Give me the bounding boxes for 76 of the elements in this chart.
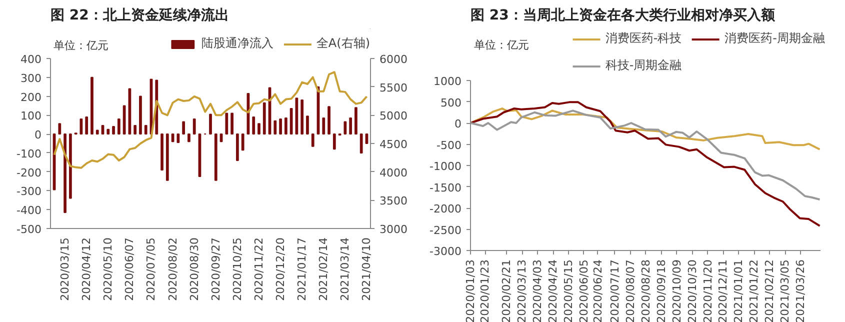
x-tick-label: 2021/01/22: [748, 259, 761, 322]
x-tick-label: 2020/07/17: [608, 259, 622, 322]
y2-tick-label: 5500: [380, 81, 408, 94]
y2-tick-label: 3500: [380, 194, 408, 208]
y-tick-label: 500: [440, 96, 462, 110]
x-tick-label: 2020/03/15: [58, 237, 72, 301]
y-tick-label: -1000: [430, 160, 462, 173]
x-tick-label: 2020/08/30: [188, 237, 201, 301]
x-tick-label: 2021/03/26: [794, 259, 808, 322]
y-tick-label: 0: [34, 128, 42, 142]
x-tick-label: 2020/01/23: [478, 259, 492, 322]
y-tick-label: -1500: [430, 181, 462, 194]
x-tick-label: 2020/04/03: [531, 259, 544, 322]
x-tick-label: 2021/02/12: [763, 259, 776, 322]
y2-tick-label: 3000: [380, 223, 408, 236]
y-tick-label: 300: [20, 72, 42, 85]
legend-label: 消费医药-科技: [605, 30, 682, 47]
legend-label: 全A(右轴): [316, 35, 370, 52]
x-tick-label: 2020/12/11: [716, 259, 730, 322]
x-tick-label: 2020/06/05: [577, 259, 590, 322]
y2-tick-label: 5000: [380, 110, 408, 123]
x-tick-label: 2020/05/10: [102, 237, 115, 301]
y2-tick-label: 6000: [380, 53, 408, 66]
x-tick-label: 2021/02/14: [317, 237, 330, 301]
x-tick-label: 2020/09/18: [654, 259, 668, 322]
x-tick-label: 2020/06/24: [591, 259, 604, 322]
y-tick-label: 100: [20, 110, 42, 123]
y-tick-label: -2000: [430, 202, 462, 216]
y-tick-label: -100: [16, 147, 42, 160]
x-tick-label: 2020/11/22: [252, 237, 266, 301]
x-tick-label: 2020/08/07: [624, 259, 637, 322]
y-tick-label: -3000: [430, 245, 462, 258]
chart-title: 图 23：当周北上资金在各大类行业相对净买入额: [470, 6, 776, 24]
x-tick-label: 2020/09/27: [209, 237, 222, 301]
x-tick-label: 2021/01/17: [296, 237, 309, 301]
chart-title: 图 22：北上资金延续净流出: [50, 6, 229, 24]
line-series: [470, 108, 820, 150]
y-tick-label: 1000: [434, 75, 462, 88]
x-tick-label: 2020/11/20: [701, 259, 714, 322]
y2-tick-label: 4000: [380, 166, 408, 180]
legend-label: 陆股通净流入: [201, 35, 274, 52]
x-tick-label: 2020/03/13: [516, 259, 529, 322]
x-tick-label: 2020/04/12: [80, 237, 94, 301]
x-tick-label: 2020/07/05: [144, 237, 158, 301]
y2-tick-label: 4500: [380, 138, 408, 151]
x-tick-label: 2021/01/01: [732, 259, 746, 322]
x-tick-label: 2020/06/07: [123, 237, 136, 301]
y-tick-label: -500: [16, 223, 42, 236]
line-series: [53, 71, 368, 169]
x-tick-label: 2020/04/24: [546, 259, 560, 322]
x-tick-label: 2021/03/05: [778, 259, 792, 322]
y-tick-label: 0: [454, 118, 462, 130]
y-tick-label: -2500: [430, 224, 462, 237]
x-tick-label: 2020/08/02: [166, 237, 180, 301]
y-axis-title: 单位：亿元: [54, 39, 109, 52]
x-tick-label: 2021/03/14: [338, 237, 352, 301]
x-tick-label: 2020/01/03: [464, 259, 477, 322]
y-tick-label: 400: [20, 53, 42, 66]
x-tick-label: 2020/10/25: [230, 237, 244, 301]
x-tick-label: 2020/08/28: [639, 259, 652, 322]
legend-label: 科技-周期金融: [605, 57, 682, 74]
y-tick-label: -200: [16, 166, 42, 180]
x-tick-label: 2020/10/30: [686, 259, 699, 322]
x-tick-label: 2020/12/20: [274, 237, 288, 301]
x-tick-label: 2020/05/15: [562, 259, 575, 322]
y-axis-title: 单位：亿元: [474, 38, 530, 52]
y-tick-label: -300: [16, 185, 42, 198]
y-tick-label: -400: [16, 204, 42, 218]
x-tick-label: 2020/10/09: [670, 259, 684, 322]
x-tick-label: 2020/02/21: [500, 259, 514, 322]
y-tick-label: 200: [20, 90, 42, 104]
line-series: [470, 101, 820, 227]
legend-label: 消费医药-周期金融: [724, 30, 825, 47]
line-series: [470, 110, 820, 200]
y-tick-label: -500: [436, 138, 462, 152]
x-tick-label: 2021/04/10: [360, 237, 374, 301]
